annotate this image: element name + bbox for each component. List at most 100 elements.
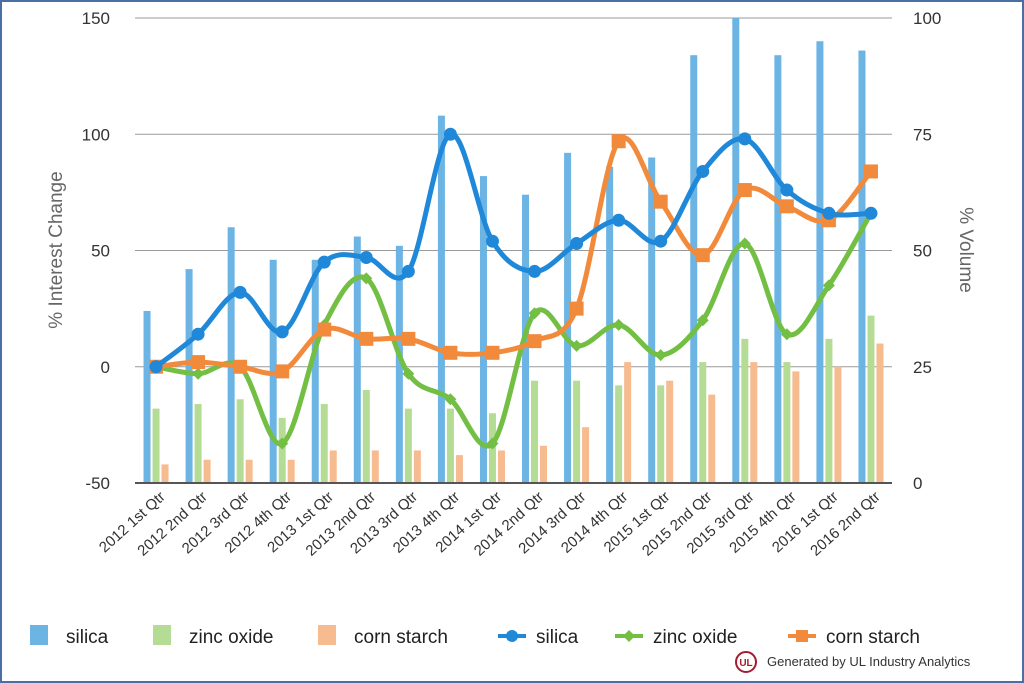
marker-circle[interactable] bbox=[780, 183, 794, 197]
marker-diamond[interactable] bbox=[780, 328, 793, 341]
legend-item-line-zinc-oxide[interactable]: zinc oxide bbox=[615, 627, 738, 648]
bar-silica[interactable] bbox=[648, 157, 656, 484]
bar-zinc-oxide[interactable] bbox=[320, 403, 328, 483]
bar-zinc-oxide[interactable] bbox=[152, 408, 160, 483]
marker-square[interactable] bbox=[401, 331, 416, 346]
marker-circle[interactable] bbox=[570, 237, 584, 251]
marker-diamond[interactable] bbox=[612, 318, 625, 331]
bar-corn-starch[interactable] bbox=[245, 459, 253, 483]
marker-circle[interactable] bbox=[822, 206, 836, 220]
marker-circle[interactable] bbox=[317, 255, 331, 269]
marker-square[interactable] bbox=[569, 301, 584, 316]
marker-square[interactable] bbox=[485, 345, 500, 360]
bar-silica[interactable] bbox=[816, 41, 824, 483]
bar-corn-starch[interactable] bbox=[287, 459, 295, 483]
marker-diamond[interactable] bbox=[528, 307, 541, 320]
bar-corn-starch[interactable] bbox=[708, 394, 716, 483]
marker-square[interactable] bbox=[233, 359, 248, 374]
bar-zinc-oxide[interactable] bbox=[783, 362, 791, 483]
marker-circle[interactable] bbox=[612, 213, 626, 227]
bar-zinc-oxide[interactable] bbox=[236, 399, 244, 483]
legend-item-bar-silica[interactable]: silica bbox=[30, 625, 109, 648]
marker-diamond[interactable] bbox=[402, 367, 415, 380]
bar-silica[interactable] bbox=[227, 227, 235, 483]
bar-zinc-oxide[interactable] bbox=[615, 385, 623, 483]
bar-zinc-oxide[interactable] bbox=[362, 390, 370, 483]
marker-circle[interactable] bbox=[443, 127, 457, 141]
marker-diamond[interactable] bbox=[822, 279, 835, 292]
bar-zinc-oxide[interactable] bbox=[194, 403, 202, 483]
bar-zinc-oxide[interactable] bbox=[699, 362, 707, 483]
bar-silica[interactable] bbox=[395, 245, 403, 483]
bar-corn-starch[interactable] bbox=[371, 450, 379, 483]
bar-corn-starch[interactable] bbox=[750, 362, 758, 483]
bar-zinc-oxide[interactable] bbox=[825, 338, 833, 483]
bar-corn-starch[interactable] bbox=[666, 380, 674, 483]
line-zinc-oxide[interactable] bbox=[153, 210, 874, 449]
marker-circle[interactable] bbox=[191, 327, 205, 341]
marker-square[interactable] bbox=[275, 364, 290, 379]
bar-corn-starch[interactable] bbox=[161, 464, 169, 483]
marker-square[interactable] bbox=[653, 194, 668, 209]
marker-square[interactable] bbox=[779, 199, 794, 214]
marker-diamond[interactable] bbox=[654, 349, 667, 362]
bar-corn-starch[interactable] bbox=[413, 450, 421, 483]
marker-diamond[interactable] bbox=[444, 393, 457, 406]
bar-zinc-oxide[interactable] bbox=[657, 385, 665, 483]
bar-silica[interactable] bbox=[479, 176, 487, 483]
bar-corn-starch[interactable] bbox=[582, 427, 590, 483]
marker-square[interactable] bbox=[317, 322, 332, 337]
bar-corn-starch[interactable] bbox=[624, 362, 632, 483]
marker-diamond[interactable] bbox=[486, 437, 499, 450]
marker-square[interactable] bbox=[359, 331, 374, 346]
line-corn-starch[interactable] bbox=[153, 135, 874, 376]
bar-zinc-oxide[interactable] bbox=[278, 417, 286, 483]
bar-corn-starch[interactable] bbox=[876, 343, 884, 484]
marker-circle[interactable] bbox=[528, 264, 542, 278]
bar-zinc-oxide[interactable] bbox=[531, 380, 539, 483]
bar-corn-starch[interactable] bbox=[540, 445, 548, 483]
marker-circle[interactable] bbox=[696, 164, 710, 178]
legend-item-line-silica[interactable]: silica bbox=[498, 627, 579, 648]
bar-silica[interactable] bbox=[311, 259, 319, 483]
marker-square[interactable] bbox=[443, 345, 458, 360]
marker-square[interactable] bbox=[695, 248, 710, 263]
bar-corn-starch[interactable] bbox=[455, 455, 463, 483]
bar-zinc-oxide[interactable] bbox=[741, 338, 749, 483]
marker-diamond[interactable] bbox=[276, 437, 289, 450]
bar-corn-starch[interactable] bbox=[497, 450, 505, 483]
marker-circle[interactable] bbox=[275, 325, 289, 339]
marker-square[interactable] bbox=[527, 334, 542, 349]
marker-square[interactable] bbox=[863, 164, 878, 179]
bar-zinc-oxide[interactable] bbox=[573, 380, 581, 483]
bar-corn-starch[interactable] bbox=[834, 366, 842, 483]
bar-silica[interactable] bbox=[185, 269, 193, 483]
marker-circle[interactable] bbox=[149, 360, 163, 374]
marker-circle[interactable] bbox=[654, 234, 668, 248]
marker-circle[interactable] bbox=[401, 264, 415, 278]
marker-circle[interactable] bbox=[359, 250, 373, 264]
bar-silica[interactable] bbox=[690, 55, 698, 483]
bar-silica[interactable] bbox=[774, 55, 782, 483]
marker-circle[interactable] bbox=[738, 132, 752, 146]
bar-silica[interactable] bbox=[143, 310, 151, 483]
marker-square[interactable] bbox=[191, 355, 206, 370]
bar-corn-starch[interactable] bbox=[203, 459, 211, 483]
marker-circle[interactable] bbox=[485, 234, 499, 248]
marker-diamond[interactable] bbox=[192, 367, 205, 380]
marker-square[interactable] bbox=[611, 134, 626, 149]
marker-diamond[interactable] bbox=[696, 314, 709, 327]
bar-zinc-oxide[interactable] bbox=[446, 408, 454, 483]
bar-zinc-oxide[interactable] bbox=[867, 315, 875, 483]
marker-square[interactable] bbox=[737, 183, 752, 198]
bar-silica[interactable] bbox=[858, 50, 866, 484]
marker-circle[interactable] bbox=[864, 206, 878, 220]
marker-diamond[interactable] bbox=[738, 237, 751, 250]
legend-item-bar-corn-starch[interactable]: corn starch bbox=[318, 625, 448, 648]
bar-corn-starch[interactable] bbox=[792, 371, 800, 483]
bar-silica[interactable] bbox=[564, 152, 572, 483]
bar-zinc-oxide[interactable] bbox=[404, 408, 412, 483]
marker-diamond[interactable] bbox=[570, 339, 583, 352]
legend-item-line-corn-starch[interactable]: corn starch bbox=[788, 627, 920, 648]
bar-silica[interactable] bbox=[353, 236, 361, 483]
